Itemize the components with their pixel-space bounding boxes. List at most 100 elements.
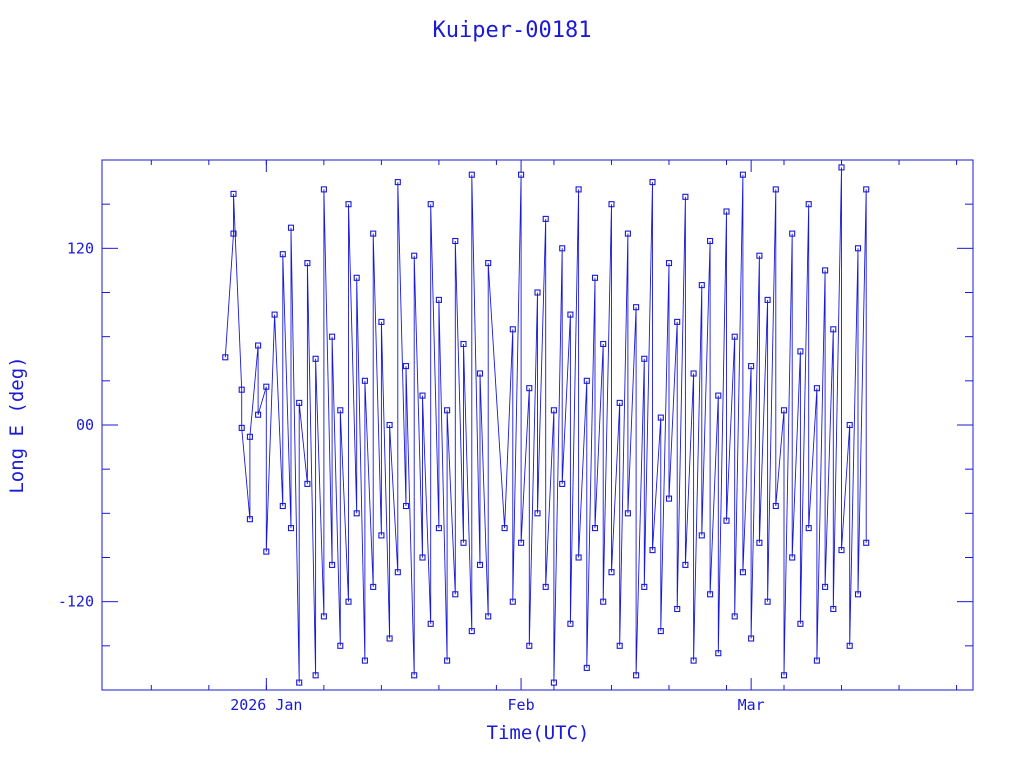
x-axis-label: Time(UTC) (487, 722, 590, 744)
data-point-marker (419, 392, 426, 399)
y-axis-label: Long E (deg) (6, 356, 28, 493)
data-point-marker (550, 407, 557, 414)
y-axis: 120 00 -120 (58, 203, 973, 647)
data-point-marker (805, 201, 812, 208)
data-point-marker (616, 642, 623, 649)
data-point-marker (287, 224, 295, 231)
data-point-marker (690, 370, 697, 377)
data-point-marker (287, 525, 295, 532)
y-tick-label: -120 (58, 593, 94, 611)
data-point-marker (345, 598, 352, 605)
data-point-marker (255, 342, 262, 349)
data-point-marker (608, 569, 615, 576)
data-point-marker (435, 525, 442, 532)
data-point-marker (534, 289, 541, 296)
data-point-marker (353, 510, 360, 517)
data-point-marker (452, 237, 459, 245)
data-point-marker (263, 383, 270, 390)
data-point-marker (624, 230, 631, 237)
data-point-marker (813, 657, 820, 664)
data-point-marker (723, 208, 730, 215)
data-point-marker (444, 407, 451, 414)
data-point-marker (320, 613, 327, 620)
data-point-marker (846, 421, 853, 429)
data-point-marker (394, 179, 401, 186)
data-point-marker (822, 267, 829, 274)
data-point-marker (863, 539, 870, 546)
data-point-marker (789, 554, 796, 561)
data-point-marker (468, 171, 475, 178)
data-point-marker (476, 370, 484, 377)
data-point-marker (731, 613, 738, 620)
data-point-marker (329, 333, 336, 340)
data-point-marker (591, 525, 599, 532)
data-point-marker (435, 296, 442, 303)
data-point-marker (559, 245, 566, 252)
data-point-marker (476, 561, 484, 568)
data-point-marker (378, 532, 385, 539)
data-point-marker (698, 282, 705, 289)
data-point-marker (296, 679, 303, 686)
data-point-marker (452, 591, 459, 598)
data-point-marker (402, 363, 410, 370)
data-point-marker (748, 363, 755, 370)
data-point-marker (797, 348, 804, 355)
series-line-group (224, 167, 867, 683)
data-point-marker (238, 424, 245, 431)
data-point-marker (797, 620, 804, 627)
data-point-marker (509, 326, 516, 333)
data-point-marker (279, 502, 286, 510)
data-point-marker (674, 605, 681, 613)
data-point-marker (854, 591, 862, 598)
data-point-marker (419, 554, 426, 561)
data-point-marker (353, 274, 360, 281)
data-point-marker (567, 620, 574, 627)
data-point-marker (337, 642, 344, 649)
data-point-marker (591, 274, 599, 281)
data-point-marker (312, 672, 319, 679)
series-marker-group (222, 164, 870, 686)
data-point-marker (846, 642, 853, 649)
data-point-marker (575, 186, 582, 193)
data-point-marker (739, 569, 746, 576)
data-point-marker (304, 260, 311, 267)
data-point-marker (518, 539, 525, 546)
data-point-marker (296, 399, 303, 406)
data-point-marker (255, 411, 262, 418)
data-point-marker (863, 186, 870, 193)
data-point-marker (468, 628, 475, 635)
data-point-marker (756, 252, 763, 259)
data-point-marker (715, 392, 722, 399)
data-point-marker (698, 532, 705, 539)
data-point-marker (238, 386, 245, 393)
data-point-marker (830, 326, 837, 333)
data-point-marker (641, 355, 648, 362)
data-point-marker (279, 251, 286, 258)
data-point-marker (649, 179, 656, 186)
data-point-marker (386, 635, 393, 642)
data-point-marker (649, 547, 656, 554)
data-point-marker (361, 377, 368, 384)
data-point-marker (665, 260, 673, 267)
data-point-marker (600, 340, 607, 348)
data-point-marker (526, 385, 533, 392)
data-point-marker (624, 510, 631, 517)
data-point-marker (361, 657, 368, 664)
data-point-marker (411, 252, 418, 259)
x-tick-label: Feb (508, 696, 535, 714)
data-point-marker (526, 642, 533, 649)
data-point-marker (222, 354, 229, 361)
data-point-marker (518, 171, 525, 178)
data-point-marker (559, 480, 566, 487)
data-point-marker (230, 190, 237, 197)
data-point-marker (304, 480, 311, 487)
y-tick-label: 00 (76, 416, 94, 434)
data-point-marker (370, 230, 377, 237)
data-point-marker (600, 598, 607, 605)
data-point-marker (633, 304, 640, 311)
data-point-marker (780, 672, 788, 679)
y-tick-label: 120 (67, 239, 94, 257)
data-point-marker (608, 201, 615, 208)
data-point-marker (690, 657, 697, 664)
